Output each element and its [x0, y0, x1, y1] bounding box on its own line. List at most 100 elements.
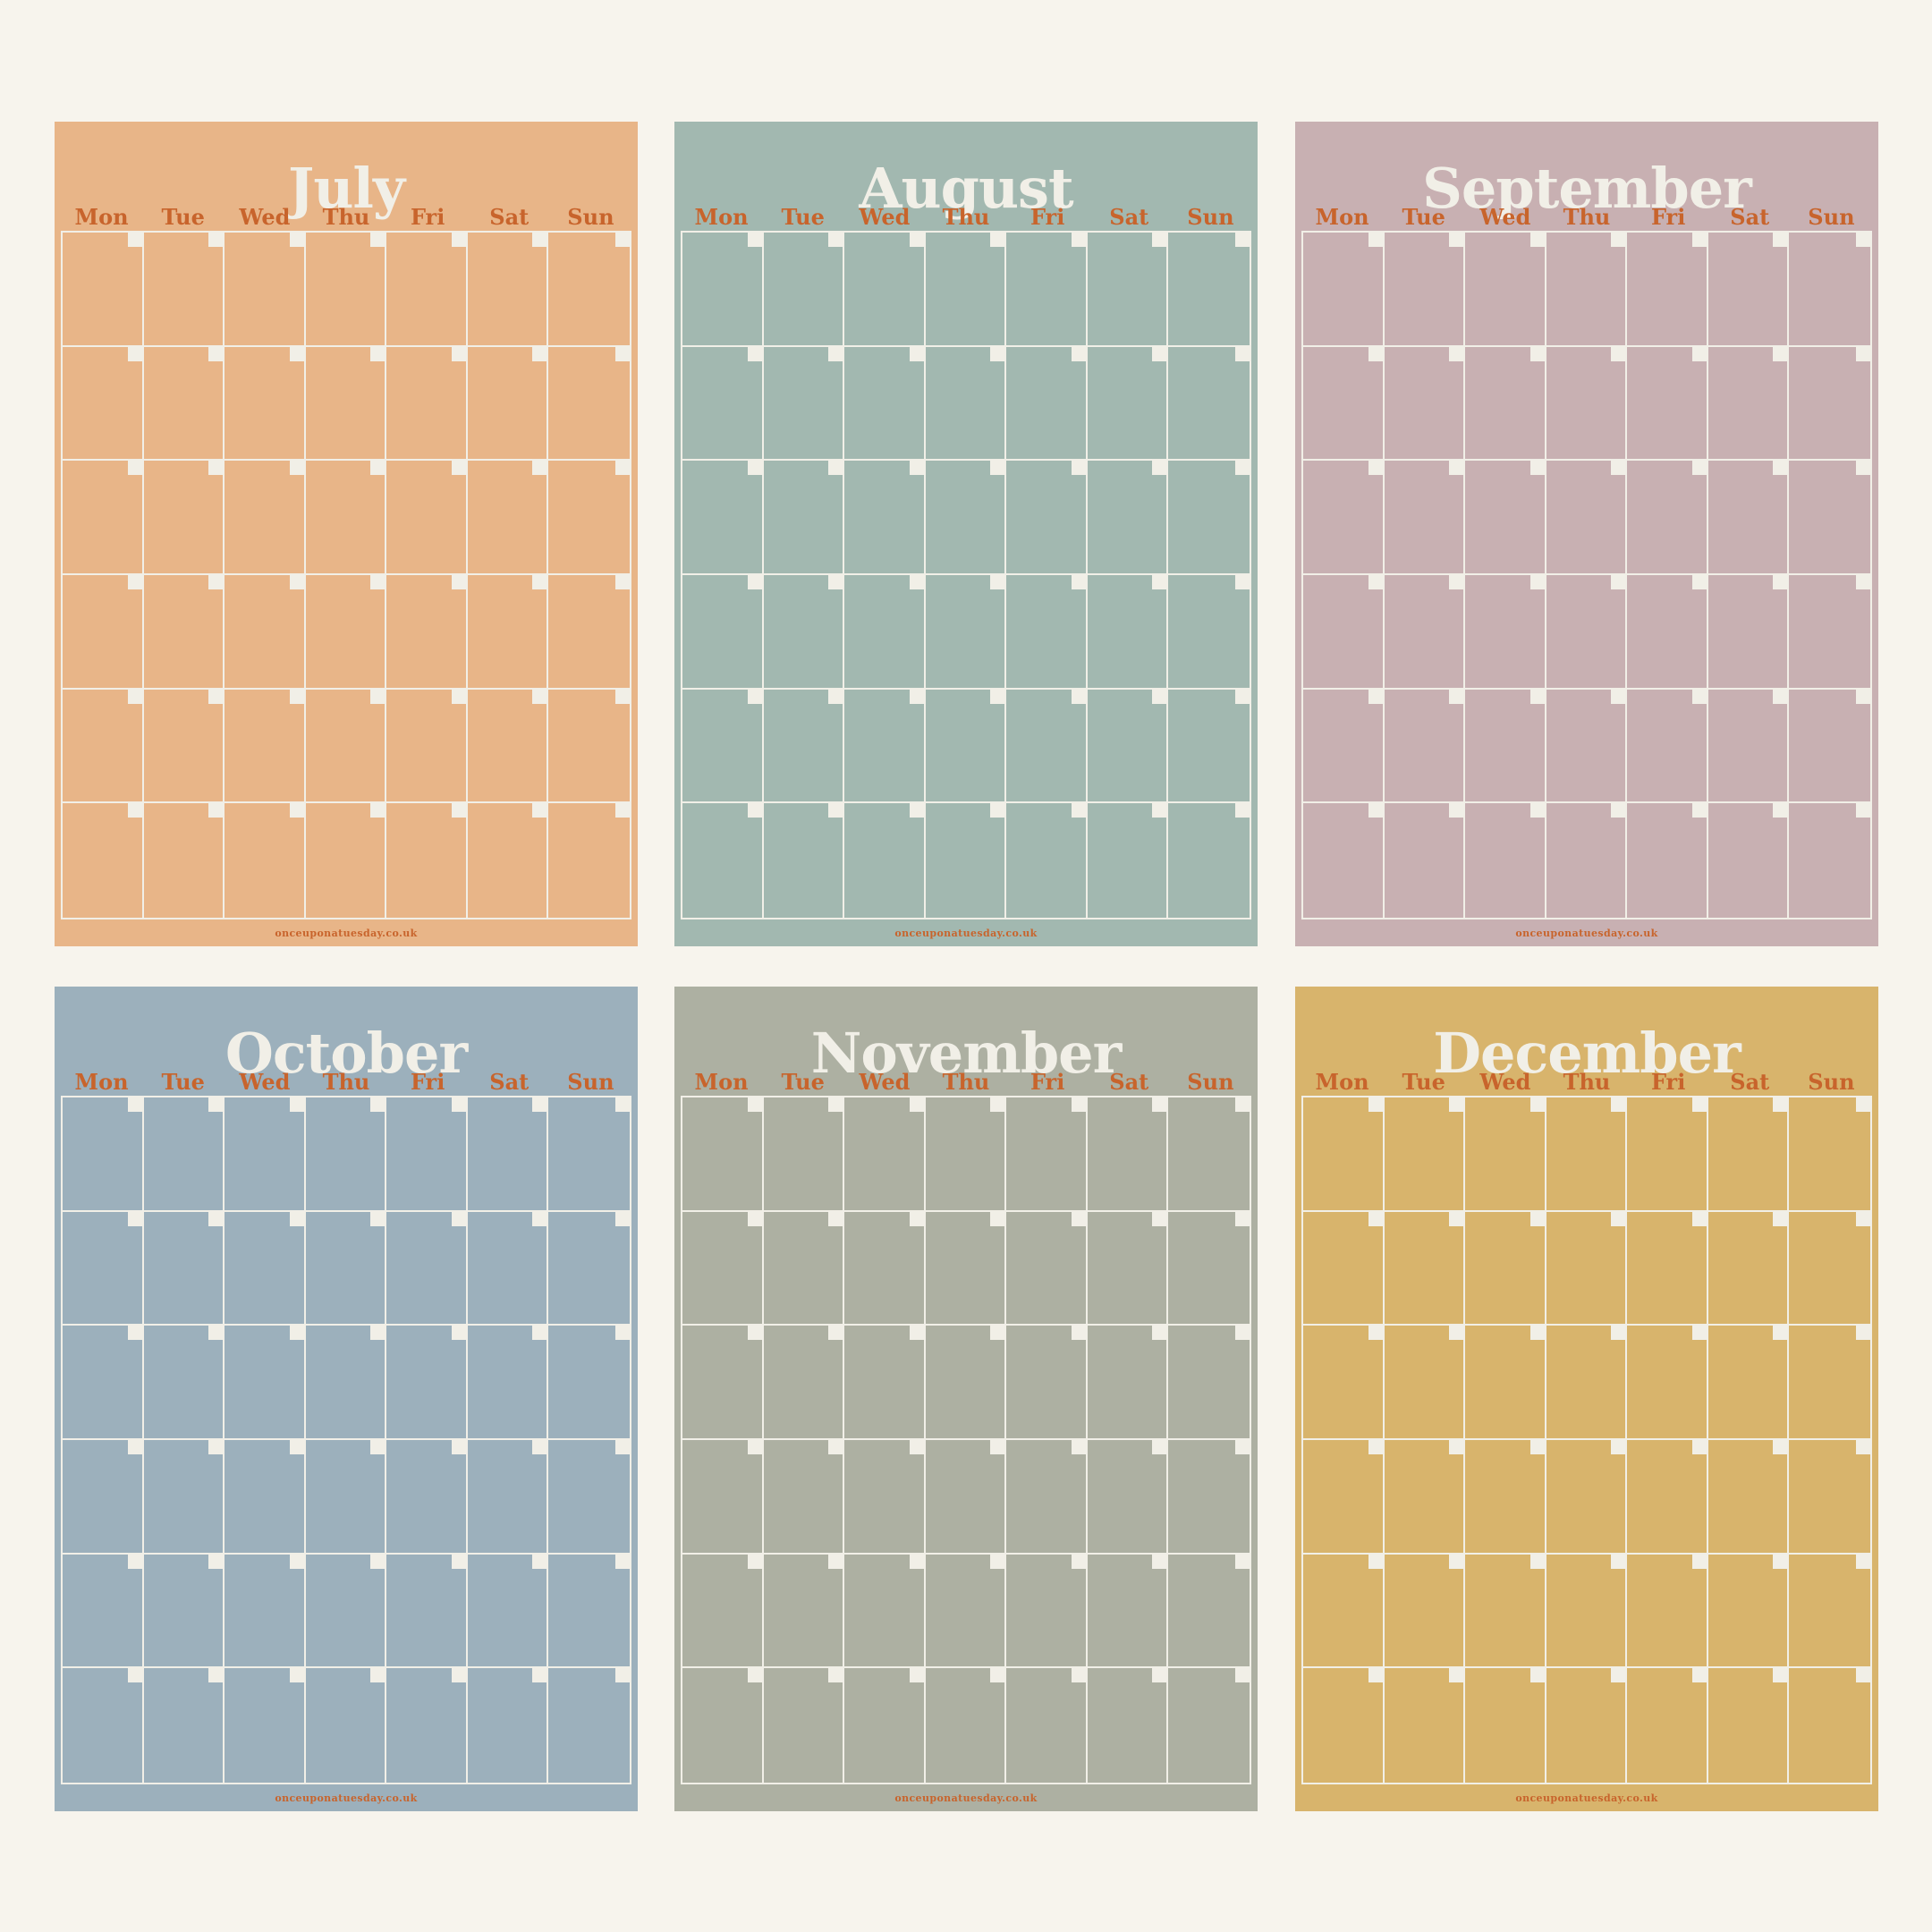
date-number-box: [1152, 689, 1167, 704]
date-number-box: [1530, 461, 1545, 476]
day-cell: [844, 803, 926, 918]
date-number-box: [1611, 1097, 1626, 1112]
date-number-box: [828, 233, 843, 247]
date-number-box: [909, 1668, 924, 1683]
date-number-box: [532, 689, 547, 704]
date-number-box: [909, 1439, 924, 1454]
day-cell: [844, 1211, 926, 1326]
day-cell: [1168, 574, 1250, 690]
day-cell: [844, 1668, 926, 1783]
date-number-box: [289, 461, 304, 476]
date-number-box: [1773, 461, 1788, 476]
day-cell: [1006, 1211, 1088, 1326]
weekday-label: Wed: [239, 1069, 291, 1095]
date-number-box: [451, 233, 466, 247]
date-number-box: [1449, 461, 1464, 476]
day-cell: [63, 1439, 144, 1555]
date-number-box: [828, 1554, 843, 1569]
day-cell: [225, 1211, 306, 1326]
day-cell: [682, 574, 764, 690]
weekday-header: Mon Tue Wed Thu Fri Sat Sun: [1301, 1069, 1872, 1096]
day-cell: [1006, 1326, 1088, 1440]
day-cell: [1303, 689, 1385, 804]
day-cell: [844, 1097, 926, 1212]
website-footer: onceuponatuesday.co.uk: [894, 928, 1038, 939]
weekday-label: Wed: [239, 204, 291, 230]
website-footer: onceuponatuesday.co.uk: [275, 928, 418, 939]
day-cell: [1303, 1326, 1385, 1440]
day-cell: [1384, 1097, 1466, 1212]
date-number-box: [990, 574, 1005, 589]
weekday-label: Thu: [322, 204, 370, 230]
day-cell: [1708, 803, 1790, 918]
date-number-box: [1691, 346, 1707, 361]
date-number-box: [370, 689, 386, 704]
day-cell: [1465, 346, 1546, 462]
day-cell: [1707, 346, 1790, 462]
day-cell: [467, 574, 549, 690]
date-number-box: [1152, 1554, 1167, 1569]
day-cell: [1087, 1211, 1169, 1326]
date-number-box: [1530, 1439, 1545, 1454]
date-number-box: [909, 689, 924, 704]
date-number-box: [747, 1554, 762, 1569]
day-cell: [1303, 461, 1385, 575]
day-cell: [467, 461, 549, 575]
weekday-header: Mon Tue Wed Thu Fri Sat Sun: [681, 204, 1251, 231]
day-cell: [225, 461, 306, 575]
day-cell: [467, 689, 549, 804]
day-cell: [682, 461, 764, 575]
day-cell: [1087, 1326, 1169, 1440]
day-cell: [1708, 1668, 1790, 1783]
date-number-box: [370, 1097, 386, 1112]
day-cell: [1168, 1439, 1250, 1555]
weekday-label: Sun: [1187, 204, 1234, 230]
day-cell: [63, 1097, 144, 1212]
day-cell: [386, 1554, 468, 1669]
day-grid: [1301, 1096, 1872, 1784]
day-cell: [143, 574, 225, 690]
date-number-box: [370, 346, 386, 361]
weekday-label: Wed: [859, 204, 911, 230]
date-number-box: [289, 574, 304, 589]
day-cell: [1384, 1439, 1466, 1555]
day-cell: [143, 233, 225, 347]
day-cell: [1789, 461, 1870, 575]
day-cell: [386, 1211, 468, 1326]
weekday-label: Wed: [1479, 204, 1531, 230]
date-number-box: [1071, 1211, 1086, 1226]
day-cell: [1465, 1326, 1546, 1440]
day-cell: [1088, 1668, 1169, 1783]
day-cell: [143, 1439, 225, 1555]
date-number-box: [127, 574, 142, 589]
date-number-box: [909, 1326, 924, 1341]
calendar-sheet-december: December Mon Tue Wed Thu Fri Sat Sun onceuponatu…: [1295, 987, 1878, 1811]
month-title: October: [225, 1021, 468, 1086]
day-cell: [1087, 689, 1169, 804]
date-number-box: [990, 461, 1005, 476]
date-number-box: [828, 689, 843, 704]
day-cell: [1789, 1439, 1870, 1555]
date-number-box: [1691, 1554, 1707, 1569]
day-cell: [1546, 1097, 1628, 1212]
day-grid: [681, 1096, 1251, 1784]
date-number-box: [1368, 233, 1383, 247]
calendar-sheet-october: October Mon Tue Wed Thu Fri Sat Sun onceuponatue…: [55, 987, 638, 1811]
day-cell: [548, 689, 630, 804]
day-cell: [225, 1439, 306, 1555]
month-title: November: [810, 1021, 1123, 1086]
day-cell: [925, 1211, 1007, 1326]
month-title: December: [1433, 1021, 1741, 1086]
date-number-box: [747, 803, 762, 818]
date-number-box: [1773, 1097, 1788, 1112]
date-number-box: [1152, 803, 1167, 818]
date-number-box: [1855, 689, 1870, 704]
date-number-box: [208, 1211, 224, 1226]
day-cell: [144, 803, 225, 918]
weekday-label: Fri: [1030, 204, 1065, 230]
day-cell: [682, 1554, 764, 1669]
day-cell: [305, 1211, 387, 1326]
date-number-box: [289, 803, 304, 818]
day-cell: [225, 1554, 306, 1669]
weekday-label: Sun: [1808, 1069, 1855, 1095]
